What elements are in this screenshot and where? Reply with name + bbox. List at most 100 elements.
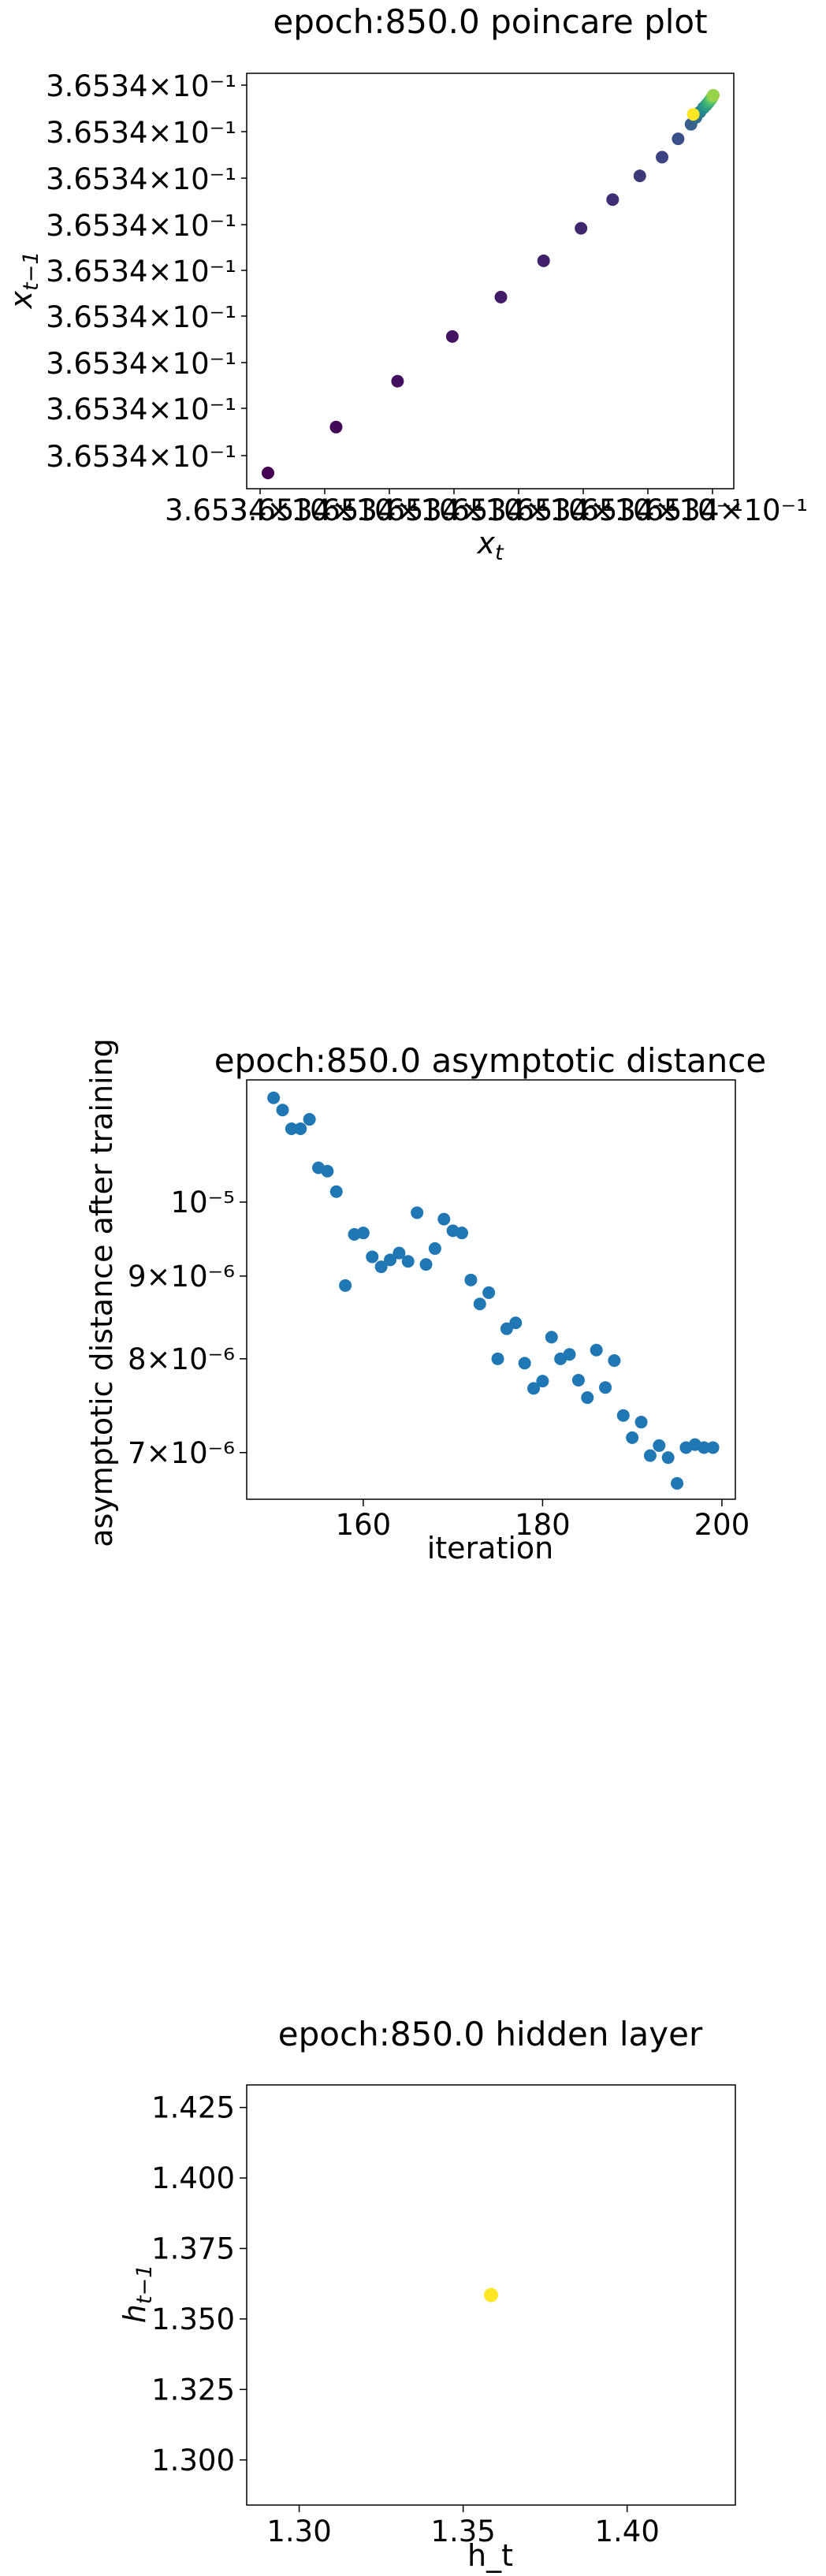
y-tick-label: 1.400: [151, 2161, 235, 2195]
data-point: [374, 1260, 388, 1274]
y-tick-label: 3.6534×10⁻¹: [46, 393, 236, 426]
y-axis-ticks: 3.6534×10⁻¹ 3.6534×10⁻¹ 3.6534×10⁻¹ 3.6534×…: [46, 69, 247, 474]
data-point: [575, 221, 588, 235]
x-tick-label: 3.6534×10⁻¹: [294, 493, 485, 527]
data-point: [581, 1391, 594, 1405]
x-axis-ticks: 160 180 200: [336, 1499, 750, 1542]
data-point: [500, 1322, 513, 1335]
data-point: [419, 1258, 433, 1271]
data-point: [527, 1382, 541, 1395]
data-point: [590, 1343, 603, 1357]
asymptotic-distance-chart: epoch:850.0 asymptotic distance 7×10⁻⁶ 8×…: [84, 1038, 766, 1565]
data-point: [321, 1164, 334, 1178]
data-points: [267, 1091, 720, 1490]
data-point: [509, 1316, 523, 1330]
y-tick-label: 3.6534×10⁻¹: [46, 440, 236, 474]
x-tick-label: 1.30: [266, 2515, 331, 2548]
data-point: [393, 1246, 406, 1260]
data-point: [329, 1185, 343, 1198]
y-axis-label: ht−1: [117, 2265, 157, 2323]
data-point: [563, 1348, 576, 1361]
data-point: [643, 1449, 657, 1462]
data-point: [536, 1375, 549, 1388]
y-tick-label: 9×10⁻⁶: [128, 1260, 235, 1294]
data-point: [634, 1416, 648, 1429]
data-point: [428, 1241, 441, 1255]
x-axis-label: h_t: [467, 2538, 513, 2573]
data-point: [339, 1279, 352, 1292]
plot-area: [246, 1079, 736, 1500]
y-axis-label: xt−1: [4, 251, 43, 310]
y-axis-ticks: 1.300 1.325 1.350 1.375 1.400 1.425: [151, 2091, 247, 2477]
data-point: [262, 467, 274, 479]
y-tick-label: 1.325: [151, 2373, 235, 2407]
data-point: [484, 2288, 498, 2302]
data-point: [464, 1273, 478, 1286]
data-point: [671, 1476, 684, 1490]
y-tick-label: 3.6534×10⁻¹: [46, 69, 236, 103]
x-tick-label: 1.35: [430, 2515, 495, 2548]
x-axis-label: xt: [476, 526, 504, 565]
data-point: [707, 88, 720, 102]
data-points: [262, 88, 720, 479]
data-point: [329, 420, 343, 434]
data-point: [384, 1253, 397, 1267]
x-axis-ticks: 1.30 1.35 1.40: [266, 2505, 660, 2548]
plot-area: [246, 73, 735, 490]
data-point: [672, 132, 685, 146]
data-point: [401, 1255, 415, 1268]
data-point: [482, 1286, 496, 1299]
data-point: [616, 1409, 630, 1422]
data-point: [537, 254, 550, 267]
y-tick-label: 8×10⁻⁶: [128, 1342, 235, 1376]
data-point: [608, 1354, 621, 1368]
x-tick-label: 180: [515, 1508, 571, 1542]
x-tick-label: 3.6534×10⁻¹: [617, 493, 808, 527]
data-point: [294, 1122, 307, 1136]
data-point: [545, 1331, 558, 1344]
y-tick-label: 3.6534×10⁻¹: [46, 209, 236, 243]
data-point: [276, 1104, 289, 1117]
y-tick-label: 10⁻⁵: [171, 1186, 235, 1219]
chart-title: epoch:850.0 poincare plot: [273, 2, 707, 41]
x-tick-label: 3.6534×10⁻¹: [488, 493, 679, 527]
y-tick-label: 1.350: [151, 2302, 235, 2336]
y-tick-label: 3.6534×10⁻¹: [46, 116, 236, 150]
x-tick-label: 3.6534×10⁻¹: [423, 493, 614, 527]
y-axis-label: asymptotic distance after training: [84, 1038, 119, 1547]
data-point: [356, 1227, 370, 1240]
chart-title: epoch:850.0 asymptotic distance: [214, 1041, 766, 1080]
x-tick-label: 200: [694, 1508, 750, 1542]
data-point: [445, 329, 459, 343]
chart-title: epoch:850.0 hidden layer: [278, 2015, 703, 2053]
data-point: [491, 1352, 504, 1365]
data-point: [518, 1357, 531, 1370]
hidden-layer-chart: epoch:850.0 hidden layer 1.300 1.325 1.350…: [117, 2015, 736, 2573]
x-tick-label: 160: [336, 1508, 392, 1542]
data-point: [686, 108, 700, 121]
data-point: [626, 1431, 639, 1444]
data-point: [391, 374, 404, 388]
y-tick-label: 3.6534×10⁻¹: [46, 255, 236, 288]
poincare-chart: epoch:850.0 poincare plot 3.6534×10⁻¹3.6…: [4, 2, 808, 565]
data-point: [267, 1091, 281, 1104]
x-tick-label: 1.40: [594, 2515, 659, 2548]
data-point: [599, 1381, 612, 1394]
x-tick-label: 3.6534×10⁻¹: [359, 493, 549, 527]
y-tick-label: 1.425: [151, 2091, 235, 2125]
y-axis-ticks: 7×10⁻⁶ 8×10⁻⁶ 9×10⁻⁶ 10⁻⁵: [128, 1186, 247, 1470]
data-point: [698, 1441, 711, 1454]
y-tick-label: 7×10⁻⁶: [128, 1436, 235, 1470]
data-point: [656, 151, 669, 164]
x-tick-label: 3.6534×10⁻¹: [553, 493, 743, 527]
data-point: [285, 1122, 298, 1136]
data-point: [606, 193, 620, 207]
data-point: [456, 1227, 469, 1240]
data-point: [411, 1206, 424, 1219]
plot-area: [246, 2084, 736, 2506]
x-axis-ticks: 3.6534×10⁻¹3.6534×10⁻¹3.6534×10⁻¹3.6534×…: [165, 489, 808, 527]
y-tick-label: 3.6534×10⁻¹: [46, 347, 236, 381]
x-tick-label: 3.6534×10⁻¹: [229, 493, 420, 527]
data-point: [303, 1113, 316, 1126]
